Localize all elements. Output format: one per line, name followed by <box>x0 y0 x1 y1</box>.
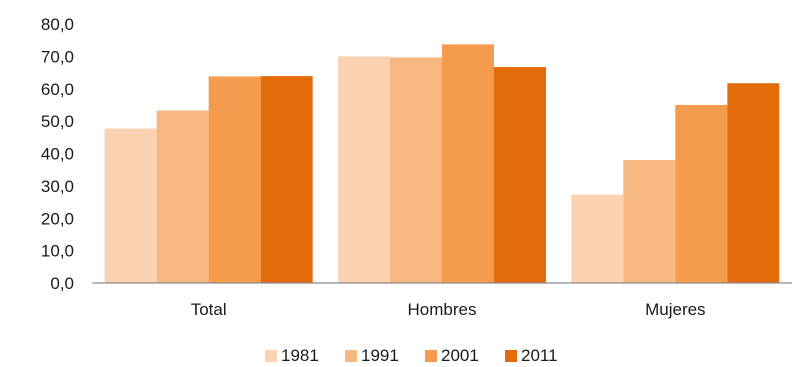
bar-1981-hombres <box>338 56 390 283</box>
x-category-label: Total <box>191 300 227 319</box>
y-tick-label: 70,0 <box>41 47 74 66</box>
bar-1991-total <box>156 110 209 283</box>
legend-swatch-2001 <box>425 350 437 362</box>
y-tick-label: 40,0 <box>41 145 74 164</box>
y-tick-label: 80,0 <box>41 15 74 34</box>
y-tick-label: 0,0 <box>50 274 74 293</box>
y-tick-label: 30,0 <box>41 177 74 196</box>
bar-2011-hombres <box>494 67 546 283</box>
bar-2011-mujeres <box>727 83 780 283</box>
legend: 1981 1991 2001 2011 <box>265 346 558 365</box>
y-tick-label: 10,0 <box>41 242 74 261</box>
legend-label-1991: 1991 <box>361 346 399 365</box>
y-tick-label: 50,0 <box>41 112 74 131</box>
bar-1981-total <box>104 128 157 283</box>
legend-swatch-2011 <box>505 350 517 362</box>
x-category-label: Mujeres <box>645 300 705 319</box>
legend-label-1981: 1981 <box>281 346 319 365</box>
y-axis-tick-labels: 0,0 10,0 20,0 30,0 40,0 50,0 60,0 70,0 80,0 <box>41 15 74 293</box>
bar-2001-mujeres <box>675 104 728 283</box>
bars <box>104 44 780 283</box>
legend-swatch-1991 <box>345 350 357 362</box>
legend-label-2011: 2011 <box>521 346 558 365</box>
bar-2001-hombres <box>442 44 494 283</box>
bar-1981-mujeres <box>571 194 624 283</box>
bar-2011-total <box>260 76 313 283</box>
x-axis-category-labels: Total Hombres Mujeres <box>191 300 706 319</box>
bar-2001-total <box>208 76 261 283</box>
y-tick-label: 60,0 <box>41 80 74 99</box>
y-tick-label: 20,0 <box>41 209 74 228</box>
bar-1991-mujeres <box>623 159 676 283</box>
legend-label-2001: 2001 <box>441 346 479 365</box>
legend-swatch-1981 <box>265 350 277 362</box>
bar-1991-hombres <box>390 57 442 283</box>
x-category-label: Hombres <box>408 300 477 319</box>
